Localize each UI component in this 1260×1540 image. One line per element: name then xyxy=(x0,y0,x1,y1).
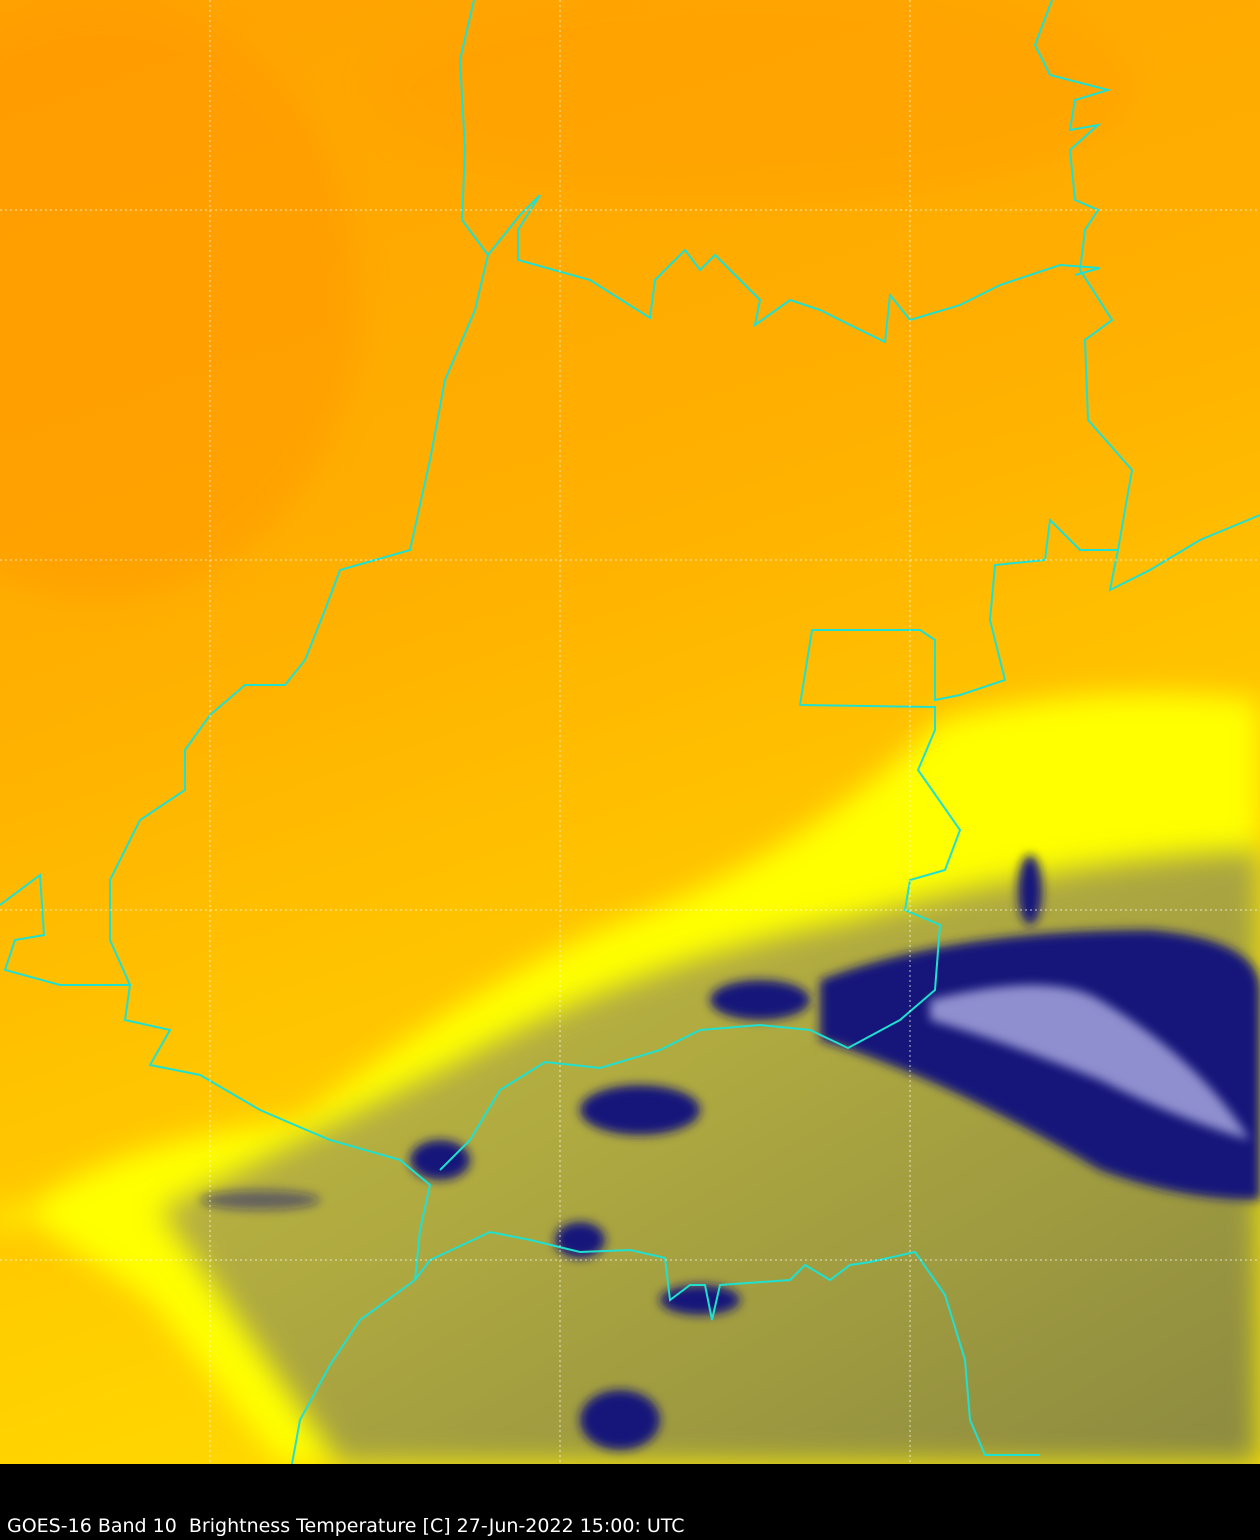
warm-region xyxy=(0,0,360,600)
brightness-temperature-map xyxy=(0,0,1260,1464)
warm-region xyxy=(370,0,1130,200)
state-borders xyxy=(0,0,1260,1464)
lat-lon-gridlines xyxy=(0,0,1260,1464)
cold-cloud-tops xyxy=(200,855,1260,1450)
image-caption: GOES-16 Band 10 Brightness Temperature [… xyxy=(7,1515,685,1537)
coldest-cloud-core xyxy=(930,985,1250,1140)
